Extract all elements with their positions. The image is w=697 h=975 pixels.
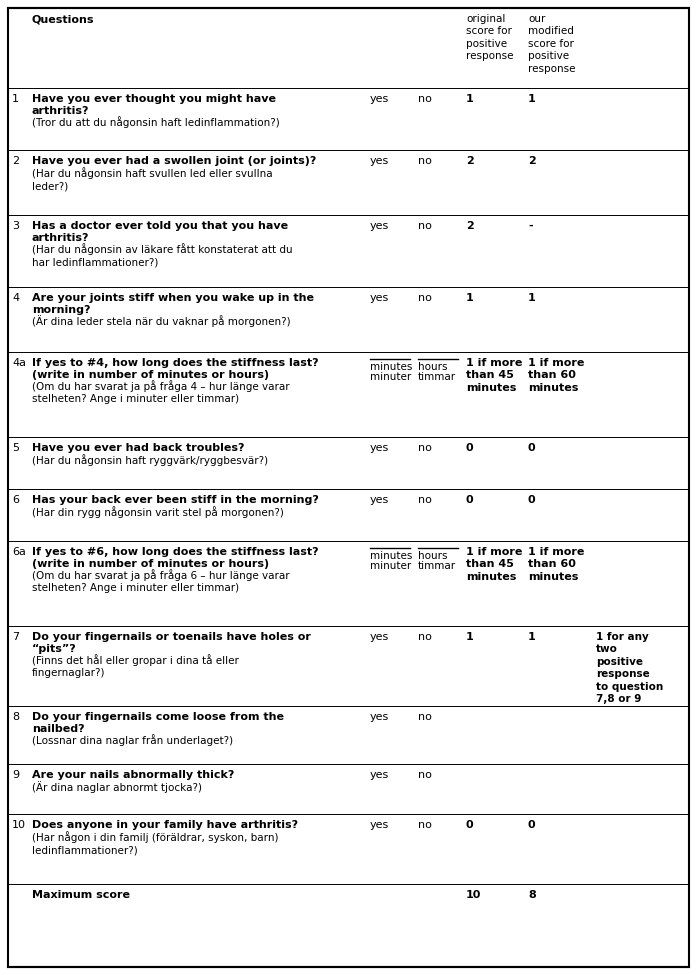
Text: (Om du har svarat ja på fråga 6 – hur länge varar
stelheten? Ange i minuter elle: (Om du har svarat ja på fråga 6 – hur lä…	[32, 569, 290, 594]
Text: 1: 1	[528, 293, 536, 303]
Text: 2: 2	[12, 156, 19, 166]
Text: (Har någon i din familj (föräldrar, syskon, barn)
ledinflammationer?): (Har någon i din familj (föräldrar, sysk…	[32, 832, 279, 856]
Text: no: no	[418, 221, 432, 231]
Text: 5: 5	[12, 443, 19, 453]
Text: minuter: minuter	[370, 372, 411, 382]
Text: 2: 2	[466, 221, 474, 231]
Text: no: no	[418, 94, 432, 104]
Text: 7: 7	[12, 632, 19, 642]
Text: Maximum score: Maximum score	[32, 890, 130, 900]
Text: Do your fingernails come loose from the
nailbed?: Do your fingernails come loose from the …	[32, 712, 284, 734]
Text: no: no	[418, 712, 432, 722]
Text: (Finns det hål eller gropar i dina tå eller
fingernaglar?): (Finns det hål eller gropar i dina tå el…	[32, 654, 239, 679]
Text: Does anyone in your family have arthritis?: Does anyone in your family have arthriti…	[32, 820, 298, 830]
Text: yes: yes	[370, 94, 389, 104]
Text: timmar: timmar	[418, 561, 456, 571]
Text: 1: 1	[466, 293, 474, 303]
Text: 0: 0	[528, 495, 535, 505]
Text: 10: 10	[12, 820, 26, 830]
Text: Has a doctor ever told you that you have
arthritis?: Has a doctor ever told you that you have…	[32, 221, 288, 244]
Text: (Har du någonsin haft ryggvärk/ryggbesvär?): (Har du någonsin haft ryggvärk/ryggbesvä…	[32, 454, 268, 466]
Text: 0: 0	[466, 495, 474, 505]
Text: 6a: 6a	[12, 547, 26, 557]
Text: 8: 8	[528, 890, 536, 900]
Text: (Har du någonsin av läkare fått konstaterat att du
har ledinflammationer?): (Har du någonsin av läkare fått konstate…	[32, 243, 293, 267]
Text: no: no	[418, 495, 432, 505]
Text: 10: 10	[466, 890, 482, 900]
Text: If yes to #4, how long does the stiffness last?
(write in number of minutes or h: If yes to #4, how long does the stiffnes…	[32, 358, 319, 380]
Text: Do your fingernails or toenails have holes or
“pits”?: Do your fingernails or toenails have hol…	[32, 632, 311, 654]
Text: Have you ever had back troubles?: Have you ever had back troubles?	[32, 443, 245, 453]
Text: -: -	[528, 221, 533, 231]
Text: yes: yes	[370, 770, 389, 780]
Text: (Är dina leder stela när du vaknar på morgonen?): (Är dina leder stela när du vaknar på mo…	[32, 315, 291, 327]
Text: 0: 0	[528, 443, 535, 453]
Text: 1: 1	[12, 94, 19, 104]
Text: yes: yes	[370, 820, 389, 830]
Text: Are your joints stiff when you wake up in the
morning?: Are your joints stiff when you wake up i…	[32, 293, 314, 315]
Text: no: no	[418, 443, 432, 453]
Text: no: no	[418, 632, 432, 642]
Text: yes: yes	[370, 712, 389, 722]
Text: yes: yes	[370, 156, 389, 166]
Text: 1: 1	[466, 94, 474, 104]
Text: yes: yes	[370, 221, 389, 231]
Text: yes: yes	[370, 632, 389, 642]
Text: (Har du någonsin haft svullen led eller svullna
leder?): (Har du någonsin haft svullen led eller …	[32, 168, 273, 192]
Text: yes: yes	[370, 293, 389, 303]
Text: (Lossnar dina naglar från underlaget?): (Lossnar dina naglar från underlaget?)	[32, 734, 233, 746]
Text: our
modified
score for
positive
response: our modified score for positive response	[528, 14, 576, 73]
Text: yes: yes	[370, 495, 389, 505]
Text: 1 if more
than 45
minutes: 1 if more than 45 minutes	[466, 547, 522, 582]
Text: yes: yes	[370, 443, 389, 453]
Text: 6: 6	[12, 495, 19, 505]
Text: (Är dina naglar abnormt tjocka?): (Är dina naglar abnormt tjocka?)	[32, 782, 202, 794]
Text: 1 if more
than 60
minutes: 1 if more than 60 minutes	[528, 547, 584, 582]
Text: Questions: Questions	[32, 14, 95, 24]
Text: 0: 0	[466, 443, 474, 453]
Text: 1: 1	[466, 632, 474, 642]
Text: hours: hours	[418, 551, 447, 561]
Text: (Har din rygg någonsin varit stel på morgonen?): (Har din rygg någonsin varit stel på mor…	[32, 506, 284, 519]
Text: 4a: 4a	[12, 358, 26, 368]
Text: 1 if more
than 60
minutes: 1 if more than 60 minutes	[528, 358, 584, 393]
Text: Have you ever thought you might have
arthritis?: Have you ever thought you might have art…	[32, 94, 276, 116]
Text: Are your nails abnormally thick?: Are your nails abnormally thick?	[32, 770, 234, 780]
Text: timmar: timmar	[418, 372, 456, 382]
Text: 1 if more
than 45
minutes: 1 if more than 45 minutes	[466, 358, 522, 393]
Text: (Tror du att du någonsin haft ledinflammation?): (Tror du att du någonsin haft ledinflamm…	[32, 116, 279, 128]
Text: minutes: minutes	[370, 551, 413, 561]
Text: no: no	[418, 156, 432, 166]
Text: 2: 2	[466, 156, 474, 166]
Text: minuter: minuter	[370, 561, 411, 571]
Text: no: no	[418, 293, 432, 303]
Text: Have you ever had a swollen joint (or joints)?: Have you ever had a swollen joint (or jo…	[32, 156, 316, 166]
Text: 8: 8	[12, 712, 19, 722]
Text: 0: 0	[528, 820, 535, 830]
Text: (Om du har svarat ja på fråga 4 – hur länge varar
stelheten? Ange i minuter elle: (Om du har svarat ja på fråga 4 – hur lä…	[32, 380, 290, 405]
Text: 1 for any
two
positive
response
to question
7,8 or 9: 1 for any two positive response to quest…	[596, 632, 664, 704]
Text: minutes: minutes	[370, 362, 413, 372]
Text: 1: 1	[528, 94, 536, 104]
Text: 2: 2	[528, 156, 536, 166]
Text: no: no	[418, 770, 432, 780]
Text: 0: 0	[466, 820, 474, 830]
Text: 1: 1	[528, 632, 536, 642]
Text: no: no	[418, 820, 432, 830]
Text: 3: 3	[12, 221, 19, 231]
Text: hours: hours	[418, 362, 447, 372]
Text: 4: 4	[12, 293, 19, 303]
Text: 9: 9	[12, 770, 19, 780]
Text: If yes to #6, how long does the stiffness last?
(write in number of minutes or h: If yes to #6, how long does the stiffnes…	[32, 547, 319, 569]
Text: Has your back ever been stiff in the morning?: Has your back ever been stiff in the mor…	[32, 495, 319, 505]
Text: original
score for
positive
response: original score for positive response	[466, 14, 514, 61]
